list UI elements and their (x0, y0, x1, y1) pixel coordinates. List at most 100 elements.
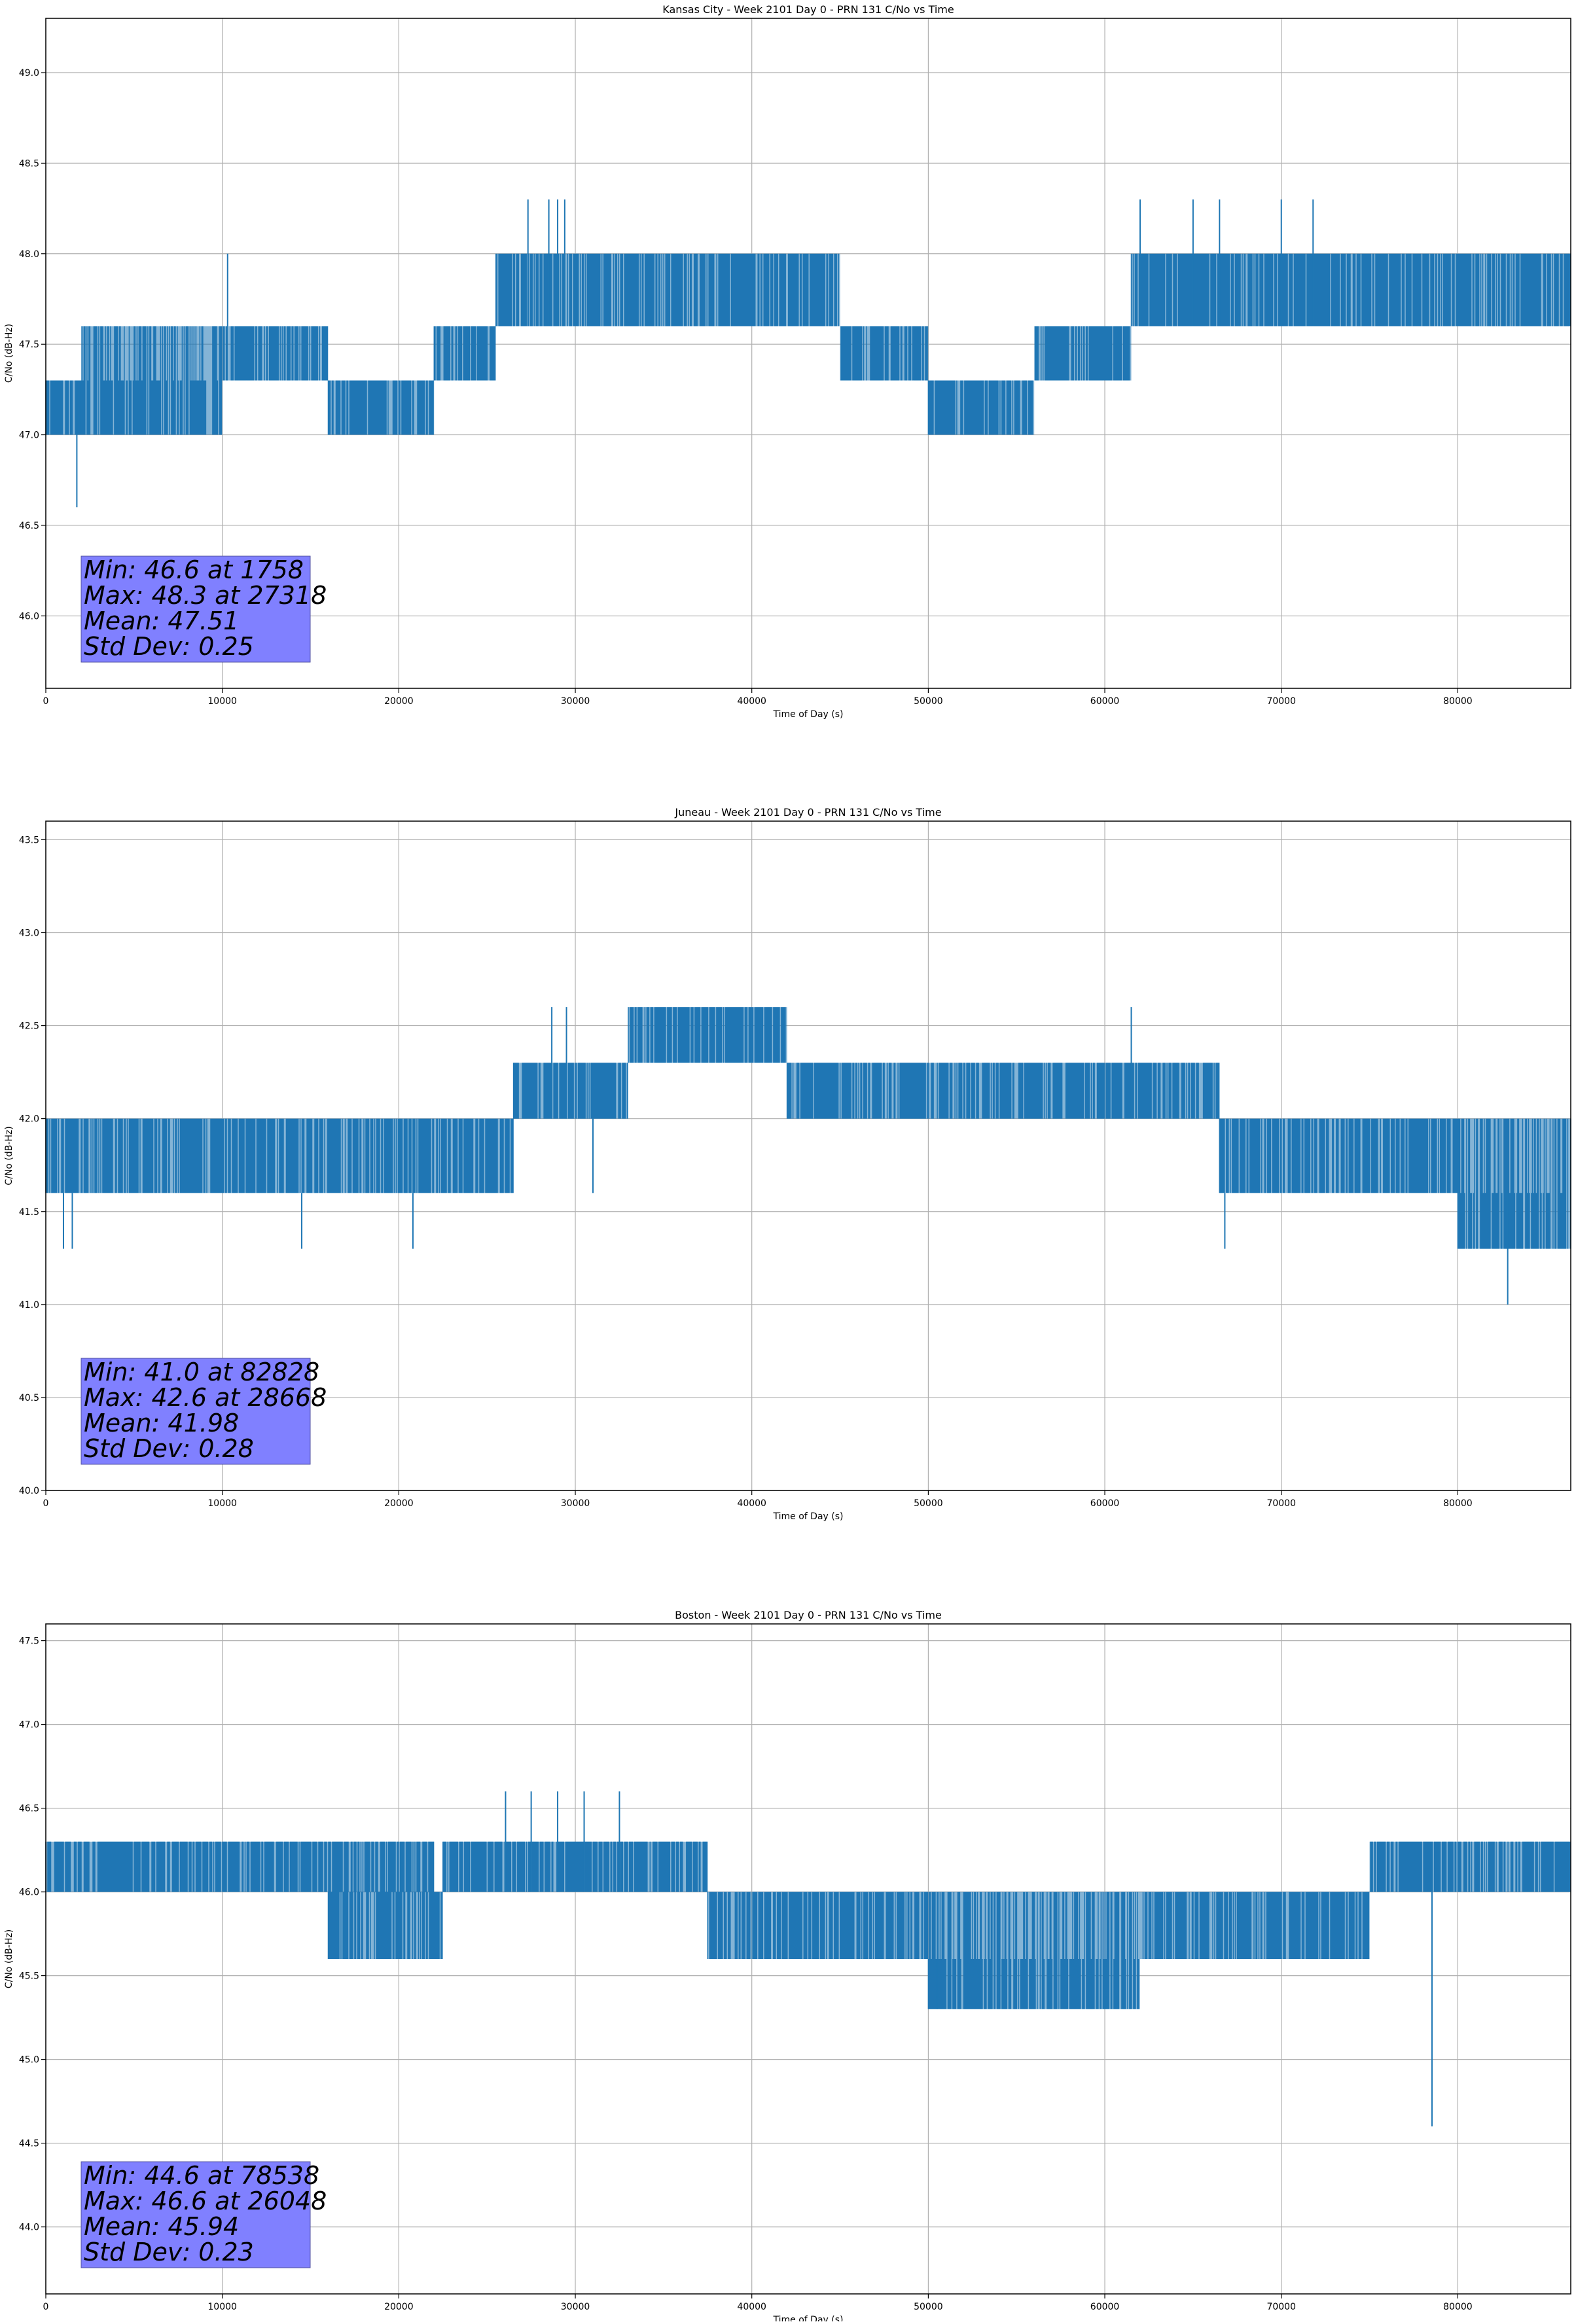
x-tick-label: 50000 (914, 1498, 943, 1509)
y-tick-label: 41.0 (19, 1300, 39, 1311)
stats-box (81, 2161, 311, 2268)
y-axis-label: C/No (dB-Hz) (4, 324, 14, 383)
series-band (1458, 1118, 1571, 1249)
y-tick-label: 49.0 (19, 68, 39, 79)
x-tick-label: 10000 (207, 2302, 237, 2312)
y-tick-label: 48.5 (19, 158, 39, 169)
x-tick-label: 10000 (207, 1498, 237, 1509)
stats-line: Std Dev: 0.25 (84, 632, 254, 661)
series-band (442, 1841, 708, 1892)
x-tick-label: 0 (43, 696, 49, 707)
y-tick-label: 47.5 (19, 340, 39, 350)
stats-line: Min: 46.6 at 1758 (84, 555, 304, 584)
series-band (707, 1892, 929, 1959)
x-tick-label: 0 (43, 1498, 49, 1509)
subplot-3: 0 10000 20000 30000 40000 50000 60000 70000 8000… (4, 1609, 1571, 2324)
y-tick-label: 40.0 (19, 1486, 39, 1496)
stats-line: Std Dev: 0.28 (84, 1434, 254, 1463)
series-band (1139, 1892, 1370, 1959)
stats-line: Std Dev: 0.23 (84, 2238, 254, 2266)
subplot-1: 0 10000 20000 30000 40000 50000 60000 70000 8000… (4, 3, 1571, 720)
series-band (840, 326, 929, 381)
axes-frame (45, 820, 1571, 1491)
chart-title: Juneau - Week 2101 Day 0 - PRN 131 C/No … (674, 806, 941, 819)
stats-box (81, 1358, 311, 1465)
stats-box (81, 555, 311, 663)
y-tick-label: 42.5 (19, 1021, 39, 1032)
series-band (495, 253, 840, 326)
x-tick-label: 50000 (914, 2302, 943, 2312)
series-band (81, 326, 223, 435)
y-tick-label: 46.5 (19, 1804, 39, 1814)
x-tick-label: 40000 (737, 2302, 766, 2312)
x-tick-label: 70000 (1266, 2302, 1296, 2312)
x-tick-label: 10000 (207, 696, 237, 707)
y-tick-label: 45.0 (19, 2055, 39, 2066)
y-tick-label: 40.5 (19, 1393, 39, 1403)
series-band (328, 1892, 443, 1959)
stats-line: Mean: 45.94 (84, 2212, 239, 2241)
y-tick-label: 46.0 (19, 611, 39, 622)
x-tick-label: 30000 (561, 2302, 590, 2312)
series-band (1219, 1118, 1458, 1193)
x-tick-label: 60000 (1090, 2302, 1120, 2312)
series-band (434, 326, 496, 381)
axes-frame (45, 1623, 1571, 2295)
axes-frame (45, 18, 1571, 689)
y-tick-label: 46.5 (19, 521, 39, 531)
x-axis-label: Time of Day (s) (773, 709, 844, 720)
y-tick-label: 43.0 (19, 928, 39, 939)
y-axis-label: C/No (dB-Hz) (4, 1126, 14, 1185)
y-tick-label: 47.0 (19, 1720, 39, 1731)
y-tick-label: 43.5 (19, 835, 39, 845)
x-tick-label: 30000 (561, 696, 590, 707)
series-band (513, 1063, 628, 1119)
series-band (328, 380, 435, 435)
y-tick-label: 48.0 (19, 249, 39, 260)
stats-line: Min: 44.6 at 78538 (84, 2161, 319, 2190)
series-band (46, 1118, 514, 1193)
x-tick-label: 60000 (1090, 696, 1120, 707)
x-tick-label: 80000 (1443, 696, 1473, 707)
series-band (787, 1063, 1220, 1119)
x-tick-label: 20000 (384, 2302, 414, 2312)
subplot-2: 0 10000 20000 30000 40000 50000 60000 70000 8000… (4, 806, 1571, 1522)
x-tick-label: 50000 (914, 696, 943, 707)
y-tick-label: 42.0 (19, 1114, 39, 1125)
y-tick-label: 47.0 (19, 431, 39, 441)
y-tick-label: 44.0 (19, 2223, 39, 2233)
series-band (46, 1841, 435, 1892)
chart-title: Boston - Week 2101 Day 0 - PRN 131 C/No … (675, 1609, 942, 1621)
x-tick-label: 20000 (384, 1498, 414, 1509)
x-axis-label: Time of Day (s) (773, 2315, 844, 2321)
chart-title: Kansas City - Week 2101 Day 0 - PRN 131 … (662, 3, 954, 16)
stats-line: Min: 41.0 at 82828 (84, 1358, 319, 1386)
stats-line: Mean: 41.98 (84, 1409, 239, 1437)
series-band (1369, 1841, 1571, 1892)
y-tick-label: 44.5 (19, 2139, 39, 2149)
x-tick-label: 40000 (737, 696, 766, 707)
x-tick-label: 40000 (737, 1498, 766, 1509)
y-tick-label: 47.5 (19, 1636, 39, 1647)
y-tick-label: 45.5 (19, 1971, 39, 1982)
series-band (928, 380, 1035, 435)
y-axis-label: C/No (dB-Hz) (4, 1929, 14, 1988)
series-band (1034, 326, 1132, 381)
stats-line: Max: 46.6 at 26048 (84, 2187, 327, 2215)
x-tick-label: 20000 (384, 696, 414, 707)
x-axis-label: Time of Day (s) (773, 1511, 844, 1522)
stats-line: Max: 48.3 at 27318 (84, 581, 327, 610)
x-tick-label: 80000 (1443, 2302, 1473, 2312)
stats-line: Mean: 47.51 (84, 607, 239, 635)
series-band (628, 1007, 787, 1063)
series-band (46, 380, 81, 435)
x-tick-label: 30000 (561, 1498, 590, 1509)
x-tick-label: 80000 (1443, 1498, 1473, 1509)
x-tick-label: 70000 (1266, 1498, 1296, 1509)
x-tick-label: 0 (43, 2302, 49, 2312)
y-tick-label: 41.5 (19, 1207, 39, 1218)
